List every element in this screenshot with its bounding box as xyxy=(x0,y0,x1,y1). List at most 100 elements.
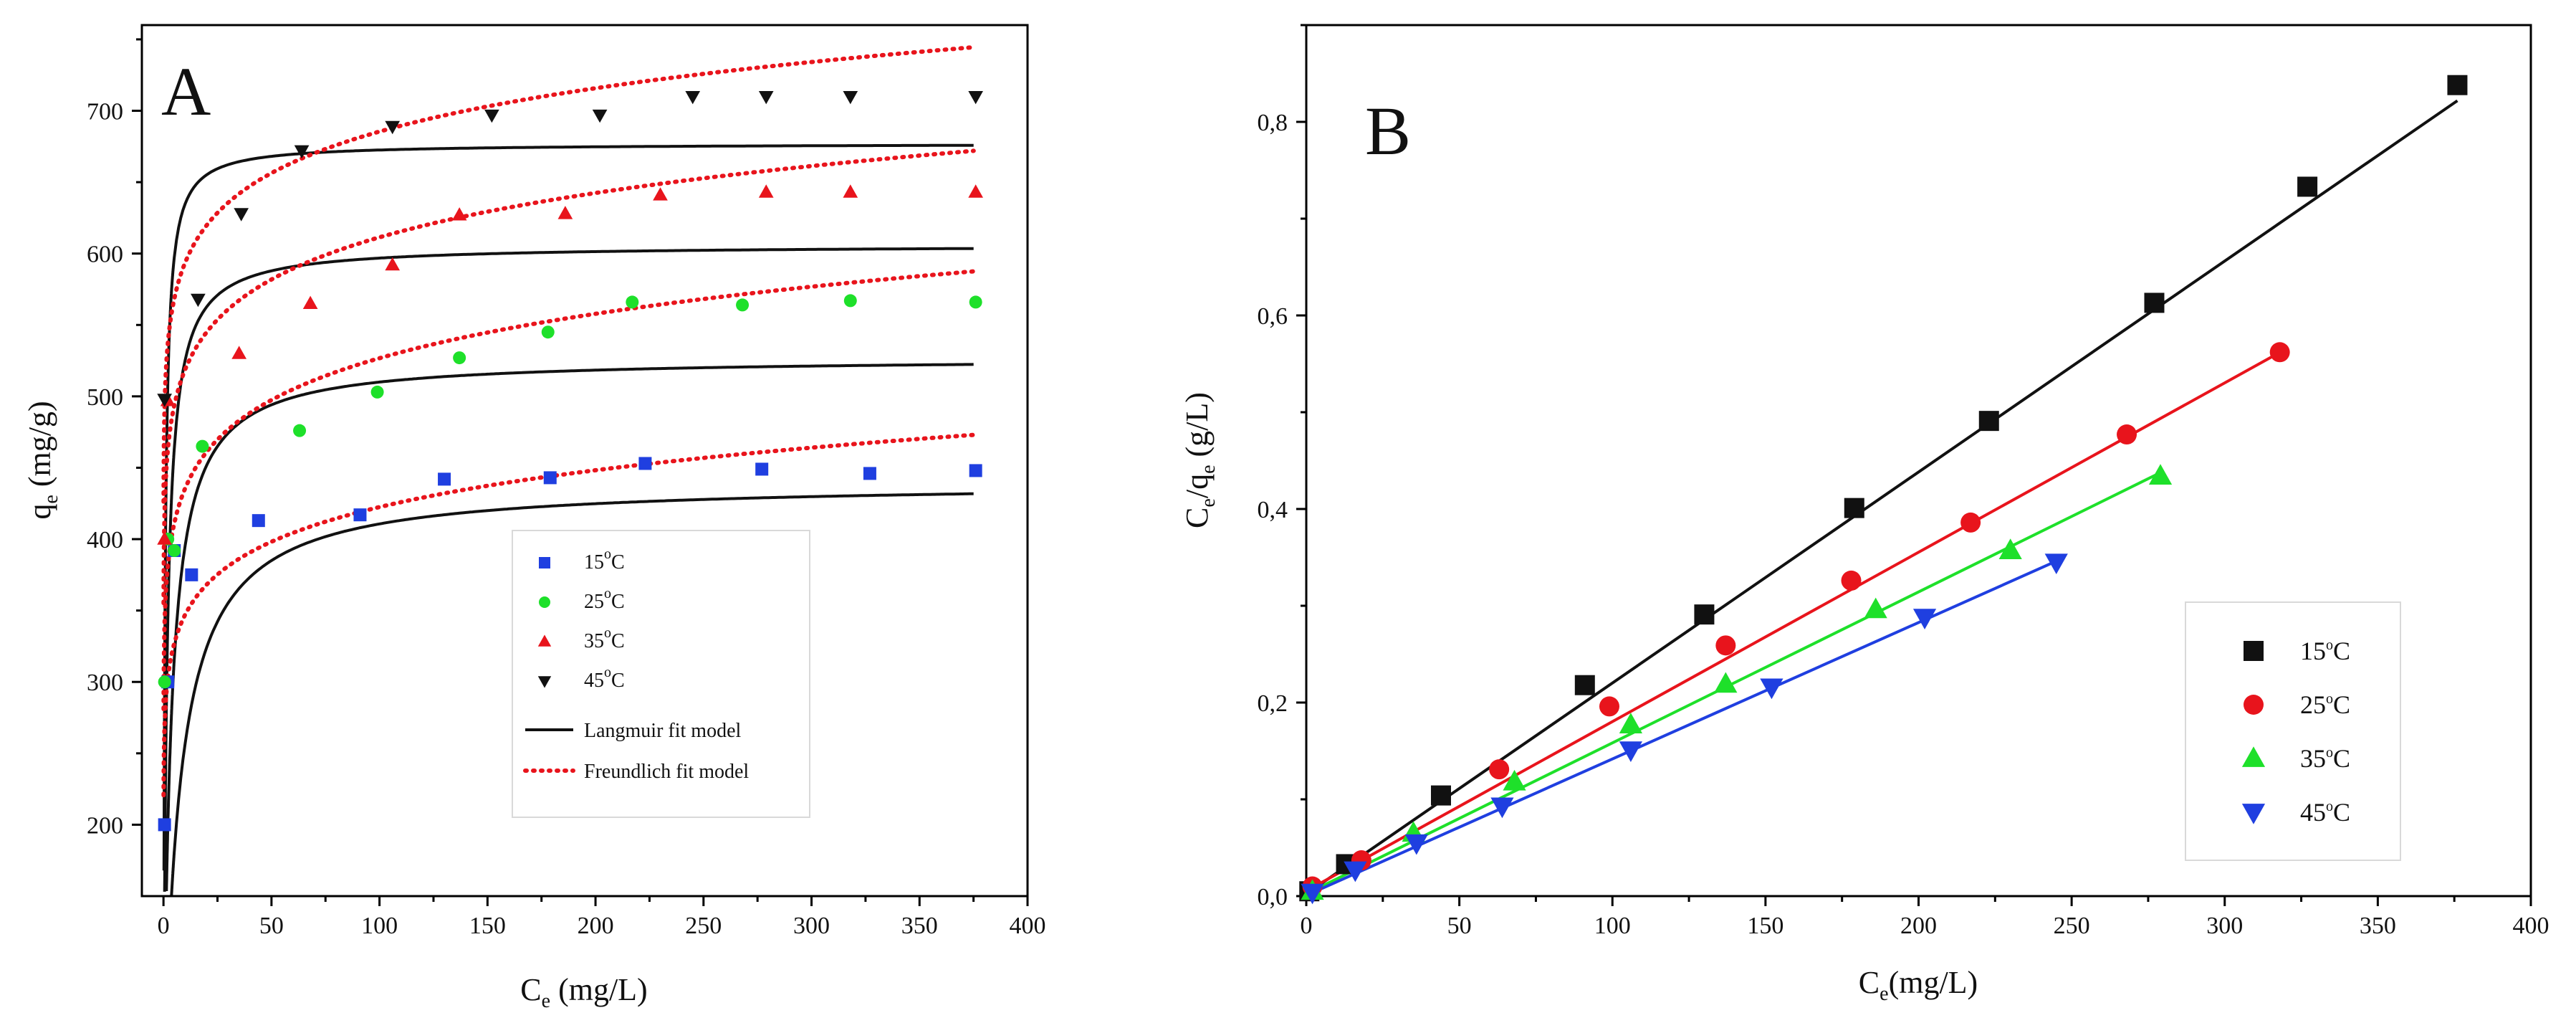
panel-b-point-45c xyxy=(1344,861,1367,882)
panel-b-legend-label-25c: 25oC xyxy=(2300,690,2350,719)
panel-a-freundlich-curve xyxy=(161,148,976,606)
panel-b-point-45c xyxy=(1404,834,1428,855)
panel-b-point-15c xyxy=(1430,785,1451,806)
panel-b-point-45c xyxy=(2044,553,2068,575)
panel-a-letter: A xyxy=(161,53,211,130)
panel-a-point-25c xyxy=(453,351,466,365)
panel-a-point-35c xyxy=(157,531,173,545)
panel-a-x-tick-label: 150 xyxy=(469,913,506,939)
panel-a-freundlich-curve xyxy=(161,432,976,798)
panel-a-point-35c xyxy=(653,187,668,201)
panel-a-legend-marker-15c xyxy=(539,557,550,568)
panel-a-point-45c xyxy=(968,90,983,105)
panel-b-legend-marker-35c xyxy=(2241,746,2266,767)
panel-a-legend-label-15c-value: 15 xyxy=(584,551,604,574)
panel-a-point-35c xyxy=(758,184,774,198)
panel-a-legend-marker-25c xyxy=(539,596,550,608)
panel-a-point-45c xyxy=(191,293,206,308)
panel-b-letter: B xyxy=(1365,92,1411,169)
panel-b-x-tick-label: 300 xyxy=(2206,913,2243,939)
panel-b-y-tick-label: 0,4 xyxy=(1258,497,1288,523)
panel-a-ticks: 0 50 100 150 200 250 300 350 400 200 300 400 500 600 7… xyxy=(87,38,1046,939)
panel-a-x-tick-label: 200 xyxy=(578,913,614,939)
panel-a-y-tick-label: 500 xyxy=(87,384,123,411)
panel-b: B 0 50 100 150 200 250 300 350 400 0,0 0,2 0,4 0,6 0,… xyxy=(1179,24,2549,1005)
panel-b-point-45c xyxy=(1490,797,1514,819)
panel-b-legend-label-25c-value: 25 xyxy=(2300,690,2326,719)
panel-a-freundlich-curve xyxy=(161,44,976,504)
panel-a-langmuir-curve xyxy=(170,492,974,895)
panel-a-point-35c xyxy=(451,207,467,221)
panel-a-fit-curves xyxy=(161,44,976,895)
panel-a-langmuir-curve xyxy=(162,143,974,871)
panel-b-point-25c xyxy=(1841,570,1862,591)
panel-a-point-15c xyxy=(353,508,367,522)
panel-a-y-axis-title: qe (mg/g) xyxy=(22,401,62,519)
panel-a-point-45c xyxy=(758,90,774,105)
panel-b-x-axis-title: Ce(mg/L) xyxy=(1859,965,1978,1005)
panel-a-legend-label-15c: 15oC xyxy=(584,546,625,574)
panel-b-legend-label-45c-unit: C xyxy=(2333,798,2350,827)
panel-b-fit-line-25c xyxy=(1306,351,2281,893)
panel-a-point-15c xyxy=(438,472,451,486)
panel-b-point-35c xyxy=(1714,672,1738,693)
panel-b-point-25c xyxy=(1489,759,1510,780)
panel-b-y-title-mid: /q xyxy=(1179,474,1215,498)
panel-a-legend-box xyxy=(512,530,810,818)
panel-a-legend-label-25c: 25oC xyxy=(584,586,625,613)
panel-b-point-15c xyxy=(2144,292,2165,313)
panel-a-point-35c xyxy=(968,184,983,198)
panel-b-point-35c xyxy=(1619,713,1642,733)
panel-b-y-tick-label: 0,0 xyxy=(1258,884,1288,910)
panel-a-point-25c xyxy=(168,543,181,557)
panel-b-x-tick-label: 0 xyxy=(1301,913,1313,939)
panel-a-legend-label-45c-unit: C xyxy=(611,670,625,692)
panel-a-point-25c xyxy=(541,325,555,339)
panel-a-y-tick-label: 200 xyxy=(87,812,123,839)
panel-a-point-45c xyxy=(484,109,499,123)
panel-a-legend-label-25c-unit: C xyxy=(611,591,625,613)
panel-b-legend-label-45c: 45oC xyxy=(2300,798,2350,827)
panel-a-y-tick-label: 300 xyxy=(87,670,123,696)
panel-b-legend-label-25c-unit: C xyxy=(2333,690,2350,719)
panel-b-y-title-main: C xyxy=(1179,508,1215,528)
panel-a-point-25c xyxy=(196,439,209,453)
panel-b-legend-marker-25c xyxy=(2244,695,2264,715)
panel-a-point-35c xyxy=(231,346,247,359)
panel-b-legend-label-15c-degree: o xyxy=(2326,637,2333,653)
panel-a-langmuir-curve xyxy=(163,247,974,892)
panel-b-point-15c xyxy=(1574,675,1595,695)
panel-a-point-25c xyxy=(843,294,857,308)
panel-a-legend-label-45c-degree: o xyxy=(604,665,611,680)
panel-a-x-title-rest: (mg/L) xyxy=(550,972,648,1007)
panel-a: A 0 50 100 150 200 250 300 350 400 200 300 400 500 60… xyxy=(22,24,1046,1012)
panel-b-x-title-rest: (mg/L) xyxy=(1889,965,1978,1000)
panel-a-freundlich-curve xyxy=(161,269,976,711)
panel-b-legend-label-35c: 35oC xyxy=(2300,744,2350,773)
panel-a-y-tick-label: 700 xyxy=(87,99,123,125)
panel-b-point-35c xyxy=(1864,597,1887,619)
panel-a-legend-label-35c-degree: o xyxy=(604,625,611,641)
panel-a-legend-label-45c-value: 45 xyxy=(584,670,604,692)
panel-a-legend-marker-45c xyxy=(537,676,552,688)
panel-b-legend-label-15c: 15oC xyxy=(2300,637,2350,665)
panel-b-legend-label-35c-degree: o xyxy=(2326,745,2333,761)
panel-b-point-25c xyxy=(1960,512,1981,533)
panel-a-point-35c xyxy=(843,184,858,198)
panel-a-y-title-main: q xyxy=(22,504,57,520)
panel-b-legend-label-35c-unit: C xyxy=(2333,744,2350,773)
panel-a-point-35c xyxy=(302,295,318,310)
panel-b-ticks: 0 50 100 150 200 250 300 350 400 0,0 0,2 0,4 0,6 0,8 xyxy=(1258,24,2549,939)
panel-b-x-tick-label: 200 xyxy=(1900,913,1937,939)
panel-a-point-15c xyxy=(543,471,557,485)
panel-b-point-45c xyxy=(1619,741,1642,762)
panel-b-point-35c xyxy=(2148,464,2173,485)
panel-b-point-15c xyxy=(1694,604,1715,625)
panel-a-point-25c xyxy=(293,424,307,437)
panel-a-point-25c xyxy=(969,295,982,309)
panel-a-x-title-sub: e xyxy=(542,990,550,1012)
panel-b-legend-label-15c-value: 15 xyxy=(2300,637,2326,665)
panel-a-legend-label-15c-degree: o xyxy=(604,546,611,562)
panel-a-point-35c xyxy=(385,257,401,271)
